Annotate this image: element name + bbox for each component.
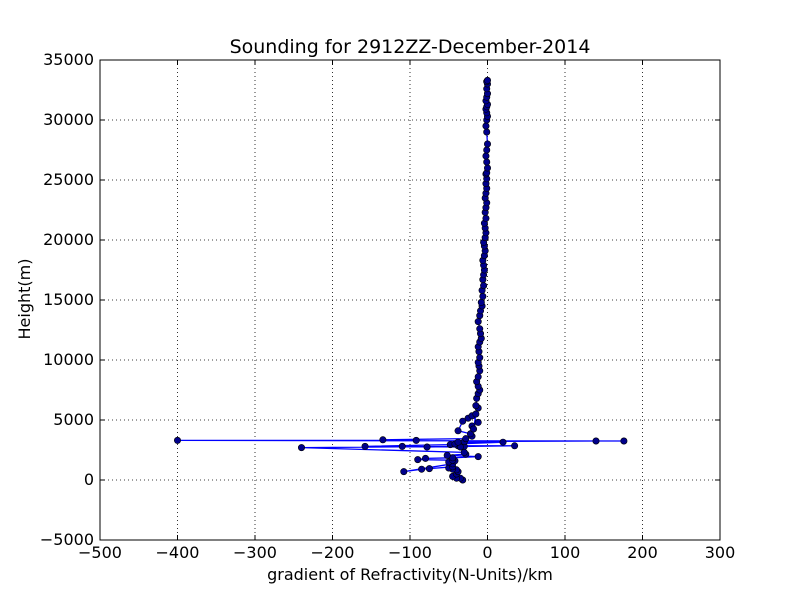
data-point xyxy=(483,164,491,172)
data-point xyxy=(477,298,485,306)
data-point xyxy=(483,76,491,84)
y-tick-label: 20000 xyxy=(43,230,94,249)
data-point xyxy=(474,418,482,426)
data-point xyxy=(443,451,451,459)
data-point xyxy=(454,427,462,435)
data-point xyxy=(472,402,480,410)
data-point xyxy=(361,442,369,450)
y-tick-label: 10000 xyxy=(43,350,94,369)
data-point xyxy=(459,417,467,425)
data-point xyxy=(398,442,406,450)
ticks xyxy=(99,59,721,541)
x-tick-labels: −500 −400 −300 −200 −100 0 100 200 300 xyxy=(78,543,735,562)
data-point xyxy=(476,354,484,362)
y-tick-label: 15000 xyxy=(43,290,94,309)
x-tick-label: −200 xyxy=(311,543,355,562)
x-axis-label: gradient of Refractivity(N-Units)/km xyxy=(267,565,553,584)
data-point xyxy=(592,437,600,445)
data-point xyxy=(476,325,484,333)
data-point xyxy=(470,425,478,433)
x-tick-label: 100 xyxy=(550,543,581,562)
data-point xyxy=(482,152,490,160)
data-point xyxy=(421,454,429,462)
data-point xyxy=(412,436,420,444)
data-point xyxy=(423,443,431,451)
x-tick-label: −100 xyxy=(388,543,432,562)
x-tick-label: 300 xyxy=(705,543,736,562)
data-point xyxy=(474,373,482,381)
x-tick-label: 0 xyxy=(482,543,492,562)
y-tick-label: 0 xyxy=(84,470,94,489)
data-point xyxy=(480,282,488,290)
y-tick-label: 35000 xyxy=(43,50,94,69)
y-tick-labels: −5000 0 5000 10000 15000 20000 25000 30000 35000 xyxy=(40,50,94,549)
data-point xyxy=(474,453,482,461)
data-point xyxy=(482,214,490,222)
y-tick-label: −5000 xyxy=(40,530,94,549)
y-tick-label: 25000 xyxy=(43,170,94,189)
data-point xyxy=(174,436,182,444)
x-tick-label: −300 xyxy=(233,543,277,562)
data-point xyxy=(474,318,482,326)
data-point xyxy=(414,456,422,464)
data-point xyxy=(400,468,408,476)
data-point xyxy=(297,444,305,452)
chart-title: Sounding for 2912ZZ-December-2014 xyxy=(230,36,591,58)
data-point xyxy=(482,122,490,130)
data-point xyxy=(454,438,462,446)
x-tick-label: −500 xyxy=(78,543,122,562)
data-point xyxy=(483,128,491,136)
data-point xyxy=(418,465,426,473)
grid xyxy=(100,60,720,540)
x-tick-label: −400 xyxy=(156,543,200,562)
data-point xyxy=(483,158,491,166)
data-point xyxy=(483,140,491,148)
data-point xyxy=(462,435,470,443)
series-markers xyxy=(174,76,628,484)
series-layer xyxy=(174,76,628,484)
data-point xyxy=(472,410,480,418)
y-axis-label: Height(m) xyxy=(15,259,34,340)
data-point xyxy=(379,436,387,444)
data-point xyxy=(479,292,487,300)
x-tick-label: 200 xyxy=(627,543,658,562)
data-point xyxy=(620,437,628,445)
data-point xyxy=(511,442,519,450)
data-point xyxy=(425,465,433,473)
y-tick-label: 30000 xyxy=(43,110,94,129)
data-point xyxy=(499,438,507,446)
data-point xyxy=(460,448,468,456)
y-tick-label: 5000 xyxy=(53,410,94,429)
data-point xyxy=(483,146,491,154)
